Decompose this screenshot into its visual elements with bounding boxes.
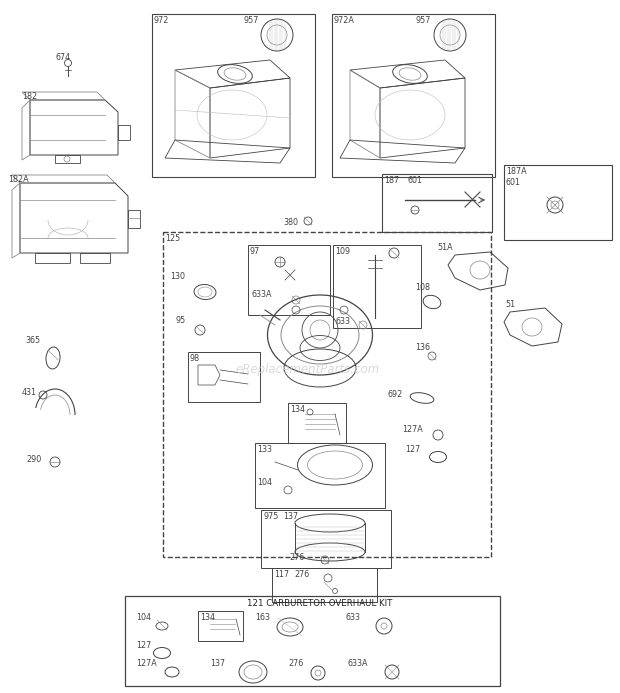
Text: 137: 137: [283, 512, 298, 521]
Text: 182: 182: [22, 92, 37, 101]
Text: 133: 133: [257, 445, 272, 454]
Bar: [504, 165, 612, 240]
Text: 134: 134: [290, 405, 305, 414]
Bar: [125, 596, 500, 686]
Bar: [288, 403, 346, 443]
Text: 674: 674: [55, 53, 70, 62]
Text: eReplacementParts.com: eReplacementParts.com: [236, 364, 380, 376]
Text: 957: 957: [415, 16, 430, 25]
Bar: [198, 611, 243, 641]
Bar: [382, 174, 492, 232]
Text: 104: 104: [257, 478, 272, 487]
Text: 95: 95: [175, 316, 185, 325]
Text: 125: 125: [165, 234, 180, 243]
Text: 276: 276: [289, 553, 304, 562]
Text: 108: 108: [415, 283, 430, 292]
Bar: [261, 510, 391, 568]
Text: 51A: 51A: [437, 243, 453, 252]
Text: 127: 127: [136, 641, 151, 650]
Text: 117: 117: [274, 570, 289, 579]
Text: 972A: 972A: [334, 16, 355, 25]
Text: 51: 51: [505, 300, 515, 309]
Text: 290: 290: [26, 455, 42, 464]
Text: 163: 163: [255, 613, 270, 622]
Text: 957: 957: [243, 16, 259, 25]
Text: 601: 601: [408, 176, 423, 185]
Text: 972: 972: [154, 16, 169, 25]
Text: 127: 127: [405, 445, 420, 454]
Text: 633A: 633A: [252, 290, 273, 299]
Bar: [272, 568, 377, 602]
Text: 365: 365: [25, 336, 40, 345]
Bar: [248, 245, 330, 315]
Text: 187A: 187A: [506, 167, 526, 176]
Text: 104: 104: [136, 613, 151, 622]
Text: 134: 134: [200, 613, 215, 622]
Text: 276: 276: [288, 659, 303, 668]
Text: 633A: 633A: [348, 659, 368, 668]
Text: 601: 601: [506, 178, 521, 187]
Text: 109: 109: [335, 247, 350, 256]
Text: 276: 276: [294, 570, 309, 579]
Text: 975: 975: [263, 512, 278, 521]
Text: 130: 130: [170, 272, 185, 281]
Text: 127A: 127A: [402, 425, 423, 434]
Text: 136: 136: [415, 343, 430, 352]
Text: 431: 431: [22, 388, 37, 397]
Text: 121 CARBURETOR OVERHAUL KIT: 121 CARBURETOR OVERHAUL KIT: [247, 599, 392, 608]
Text: 127A: 127A: [136, 659, 157, 668]
Bar: [333, 245, 421, 328]
Text: 633: 633: [345, 613, 360, 622]
Text: 182A: 182A: [8, 175, 29, 184]
Bar: [163, 232, 491, 557]
Text: 137: 137: [210, 659, 225, 668]
Bar: [255, 443, 385, 508]
Text: 98: 98: [190, 354, 200, 363]
Bar: [188, 352, 260, 402]
Text: 692: 692: [388, 390, 403, 399]
Text: 187: 187: [384, 176, 399, 185]
Text: 97: 97: [250, 247, 260, 256]
Text: 380: 380: [283, 218, 298, 227]
Text: 633: 633: [335, 317, 350, 326]
Bar: [152, 14, 315, 177]
Bar: [332, 14, 495, 177]
